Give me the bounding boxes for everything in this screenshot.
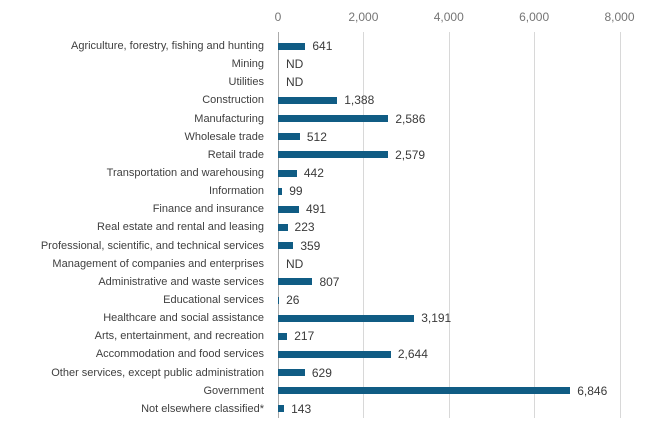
bar bbox=[278, 314, 415, 322]
value-label: 143 bbox=[291, 401, 312, 416]
value-label: 26 bbox=[286, 293, 300, 308]
category-label: Not elsewhere classified* bbox=[141, 402, 264, 415]
value-label: 217 bbox=[294, 329, 315, 344]
category-label: Professional, scientific, and technical … bbox=[40, 239, 264, 252]
category-label: Information bbox=[208, 185, 264, 198]
value-label: 512 bbox=[306, 129, 327, 144]
bar bbox=[278, 242, 294, 250]
bar bbox=[278, 96, 338, 104]
bar bbox=[278, 133, 300, 141]
category-label: Administrative and waste services bbox=[98, 275, 264, 288]
bar bbox=[278, 278, 313, 286]
bar bbox=[278, 169, 297, 177]
bar bbox=[278, 205, 299, 213]
value-label: 2,586 bbox=[395, 111, 426, 126]
category-label: Healthcare and social assistance bbox=[103, 312, 264, 325]
value-label: 223 bbox=[294, 220, 315, 235]
category-label: Utilities bbox=[228, 76, 264, 89]
category-label: Retail trade bbox=[207, 148, 264, 161]
category-label: Agriculture, forestry, fishing and hunti… bbox=[70, 40, 264, 53]
value-label: 641 bbox=[312, 39, 333, 54]
bar bbox=[278, 350, 391, 358]
category-label: Educational services bbox=[163, 294, 264, 307]
value-label: 359 bbox=[300, 238, 321, 253]
category-label: Manufacturing bbox=[194, 112, 264, 125]
x-tick-label: 4,000 bbox=[433, 10, 464, 24]
category-label: Finance and insurance bbox=[152, 203, 264, 216]
bar bbox=[278, 332, 288, 340]
category-label: Accommodation and food services bbox=[95, 348, 264, 361]
x-tick-label: 0 bbox=[274, 10, 282, 24]
bar bbox=[278, 369, 305, 377]
value-label: 2,644 bbox=[397, 347, 428, 362]
gridline bbox=[363, 32, 365, 418]
bar bbox=[278, 387, 571, 395]
x-tick-label: 8,000 bbox=[604, 10, 635, 24]
value-label: 442 bbox=[303, 166, 324, 181]
category-label: Management of companies and enterprises bbox=[52, 257, 264, 270]
bar bbox=[278, 151, 389, 159]
category-label: Wholesale trade bbox=[184, 130, 265, 143]
value-label: 3,191 bbox=[421, 311, 452, 326]
x-axis: 0 2,000 4,000 6,000 8,000 bbox=[0, 8, 650, 26]
bar bbox=[278, 223, 288, 231]
category-label: Arts, entertainment, and recreation bbox=[94, 330, 264, 343]
value-label: 629 bbox=[311, 365, 332, 380]
gridline bbox=[619, 32, 621, 418]
category-label: Construction bbox=[202, 94, 264, 107]
bar bbox=[278, 115, 389, 123]
value-label: 99 bbox=[289, 184, 303, 199]
category-label: Transportation and warehousing bbox=[106, 167, 264, 180]
value-label: 491 bbox=[305, 202, 326, 217]
value-label: 1,388 bbox=[344, 93, 375, 108]
bar bbox=[278, 405, 285, 413]
category-label: Mining bbox=[231, 58, 264, 71]
no-data-label: ND bbox=[286, 75, 304, 90]
gridline bbox=[534, 32, 536, 418]
value-label: 2,579 bbox=[395, 147, 426, 162]
gridline bbox=[448, 32, 450, 418]
bar bbox=[278, 296, 280, 304]
plot-area: 641 ND ND 1,388 2,586 512 2,579 442 99 491 223 359 N… bbox=[278, 32, 621, 418]
value-label: 6,846 bbox=[577, 383, 608, 398]
x-tick-label: 2,000 bbox=[348, 10, 379, 24]
bar bbox=[278, 187, 283, 195]
category-label: Real estate and rental and leasing bbox=[97, 221, 264, 234]
x-tick-label: 6,000 bbox=[519, 10, 550, 24]
no-data-label: ND bbox=[286, 57, 304, 72]
category-label: Other services, except public administra… bbox=[51, 366, 264, 379]
category-label: Government bbox=[203, 384, 264, 397]
value-label: 807 bbox=[319, 274, 340, 289]
no-data-label: ND bbox=[286, 256, 304, 271]
bar bbox=[278, 42, 306, 50]
